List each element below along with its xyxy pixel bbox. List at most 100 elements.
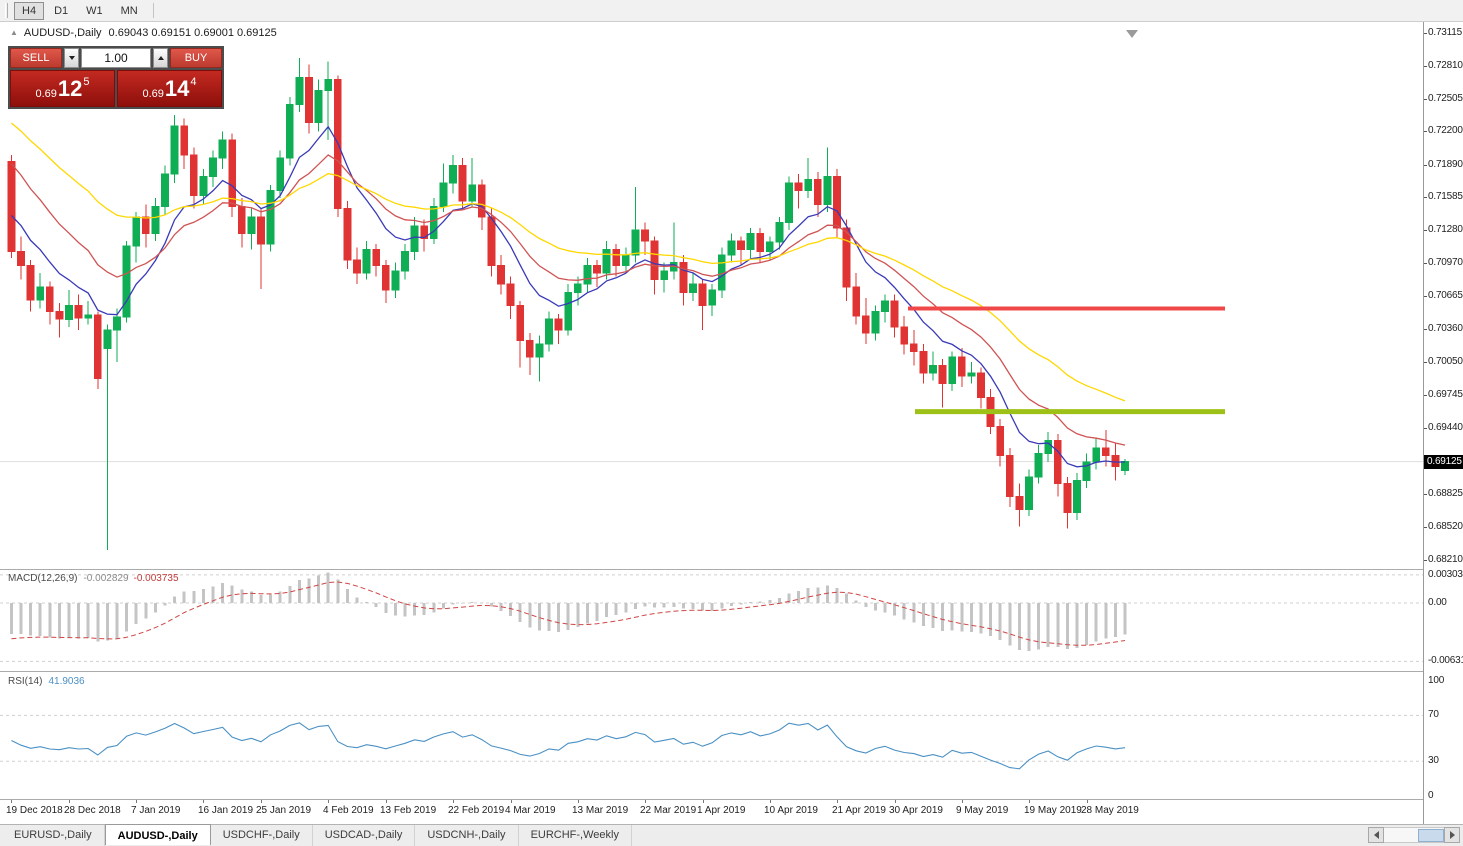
time-axis-label: 22 Feb 2019: [448, 805, 505, 816]
chart-shift-marker[interactable]: [1126, 30, 1138, 38]
buy-price-big-figure: 0.69: [142, 88, 164, 100]
chart-title: ▲ AUDUSD-,Daily 0.69043 0.69151 0.69001 0.…: [10, 27, 277, 39]
time-axis-label: 13 Feb 2019: [380, 805, 437, 816]
chart-ohlc-values: 0.69043 0.69151 0.69001 0.69125: [108, 27, 277, 39]
price-axis-label: 0.69745: [1428, 389, 1463, 400]
pane-divider-axis: [0, 799, 1463, 800]
time-axis-tick: [328, 800, 329, 803]
chart-tab-audusd-daily[interactable]: AUDUSD-,Daily: [104, 824, 211, 845]
volume-increase-button[interactable]: [153, 48, 168, 68]
macd-indicator-chart[interactable]: [0, 570, 1423, 672]
one-click-trading-panel: SELL BUY 0.69 12 5 0.69 14 4: [8, 46, 224, 109]
buy-price-button[interactable]: 0.69 14 4: [117, 70, 222, 107]
timeframe-mn-button[interactable]: MN: [113, 2, 146, 20]
rsi-axis-label: 30: [1428, 755, 1439, 766]
price-axis-tick: [1424, 560, 1427, 561]
price-axis-label: 0.69440: [1428, 422, 1463, 433]
price-axis-label: 0.70360: [1428, 323, 1463, 334]
chart-tab-usdcnh-daily[interactable]: USDCNH-,Daily: [415, 825, 519, 846]
time-axis-label: 19 Dec 2018: [6, 805, 63, 816]
rsi-axis-label: 100: [1428, 675, 1445, 686]
macd-name: MACD(12,26,9): [8, 573, 78, 584]
macd-label: MACD(12,26,9) -0.002829 -0.003735: [8, 573, 179, 584]
time-axis-label: 22 Mar 2019: [640, 805, 697, 816]
triangle-up-icon: [157, 56, 164, 60]
sell-price-button[interactable]: 0.69 12 5: [10, 70, 115, 107]
chart-tab-usdcad-daily[interactable]: USDCAD-,Daily: [313, 825, 416, 846]
rsi-axis-label: 70: [1428, 709, 1439, 720]
chart-tab-eurchf-weekly[interactable]: EURCHF-,Weekly: [519, 825, 632, 846]
timeframe-toolbar: H4 D1 W1 MN: [0, 0, 1463, 22]
scrollbar-track[interactable]: [1384, 827, 1444, 843]
time-axis-tick: [386, 800, 387, 803]
chart-tab-eurusd-daily[interactable]: EURUSD-,Daily: [2, 825, 105, 846]
candlesticks: [7, 58, 1129, 551]
scroll-right-button[interactable]: [1444, 827, 1460, 843]
arrow-right-icon: [1449, 831, 1455, 839]
price-axis-label: 0.71280: [1428, 224, 1463, 235]
price-axis-tick: [1424, 131, 1427, 132]
price-axis-label: 0.71585: [1428, 191, 1463, 202]
price-axis-label: 0.68210: [1428, 554, 1463, 565]
timeframe-w1-button[interactable]: W1: [78, 2, 111, 20]
horizontal-level-lines[interactable]: [908, 306, 1225, 415]
buy-button[interactable]: BUY: [170, 48, 222, 68]
time-axis-tick: [895, 800, 896, 803]
time-axis-label: 10 Apr 2019: [764, 805, 818, 816]
price-axis-tick: [1424, 296, 1427, 297]
time-axis-tick: [1087, 800, 1088, 803]
price-axis-tick: [1424, 165, 1427, 166]
candlestick-chart[interactable]: [0, 22, 1423, 570]
price-axis[interactable]: 0.69125 0.73115 0.72810 0.72505 0.72200 0.71…: [1423, 22, 1463, 824]
time-axis-tick: [1029, 800, 1030, 803]
current-price-badge: 0.69125: [1424, 455, 1463, 469]
price-axis-tick: [1424, 362, 1427, 363]
timeframe-d1-button[interactable]: D1: [46, 2, 76, 20]
price-axis-label: 0.70050: [1428, 356, 1463, 367]
price-axis-label: 0.71890: [1428, 159, 1463, 170]
macd-axis-label: 0.00: [1428, 597, 1447, 608]
price-axis-label: 0.73115: [1428, 27, 1463, 38]
time-axis-tick: [645, 800, 646, 803]
time-axis-tick: [511, 800, 512, 803]
buy-price-pipette: 4: [190, 76, 197, 88]
time-axis-label: 30 Apr 2019: [889, 805, 943, 816]
sell-price-pips: 12: [57, 75, 83, 101]
macd-signal-line: [11, 581, 1126, 646]
rsi-name: RSI(14): [8, 676, 43, 687]
sell-price-pipette: 5: [83, 76, 90, 88]
sell-price-big-figure: 0.69: [35, 88, 57, 100]
time-axis-label: 4 Mar 2019: [505, 805, 556, 816]
chart-tabs-bar: EURUSD-,Daily AUDUSD-,Daily USDCHF-,Daily U…: [0, 824, 1463, 846]
rsi-axis-label: 0: [1428, 790, 1434, 801]
rsi-line: [11, 722, 1126, 770]
toolbar-grip[interactable]: [5, 3, 8, 18]
price-axis-label: 0.70665: [1428, 290, 1463, 301]
price-axis-tick: [1424, 263, 1427, 264]
volume-decrease-button[interactable]: [64, 48, 79, 68]
time-axis-tick: [136, 800, 137, 803]
time-axis-label: 28 May 2019: [1081, 805, 1139, 816]
timeframe-h4-button[interactable]: H4: [14, 1, 45, 20]
scroll-left-button[interactable]: [1368, 827, 1384, 843]
time-axis[interactable]: 19 Dec 2018 28 Dec 2018 7 Jan 2019 16 Jan 2…: [0, 800, 1423, 824]
time-axis-tick: [261, 800, 262, 803]
time-axis-tick: [962, 800, 963, 803]
price-axis-label: 0.68520: [1428, 521, 1463, 532]
rsi-indicator-chart[interactable]: [0, 672, 1423, 799]
pane-divider-rsi[interactable]: [0, 671, 1463, 672]
volume-input[interactable]: [81, 48, 151, 68]
arrow-left-icon: [1373, 831, 1379, 839]
tab-scrollbar[interactable]: [1368, 827, 1460, 843]
scrollbar-thumb[interactable]: [1418, 829, 1444, 842]
chart-tab-usdchf-daily[interactable]: USDCHF-,Daily: [211, 825, 313, 846]
time-axis-tick: [837, 800, 838, 803]
time-axis-label: 13 Mar 2019: [572, 805, 629, 816]
one-click-collapse-icon[interactable]: ▲: [10, 28, 18, 37]
time-axis-label: 1 Apr 2019: [697, 805, 746, 816]
price-axis-tick: [1424, 33, 1427, 34]
buy-price-pips: 14: [164, 75, 190, 101]
sell-button[interactable]: SELL: [10, 48, 62, 68]
pane-divider-macd[interactable]: [0, 569, 1463, 570]
